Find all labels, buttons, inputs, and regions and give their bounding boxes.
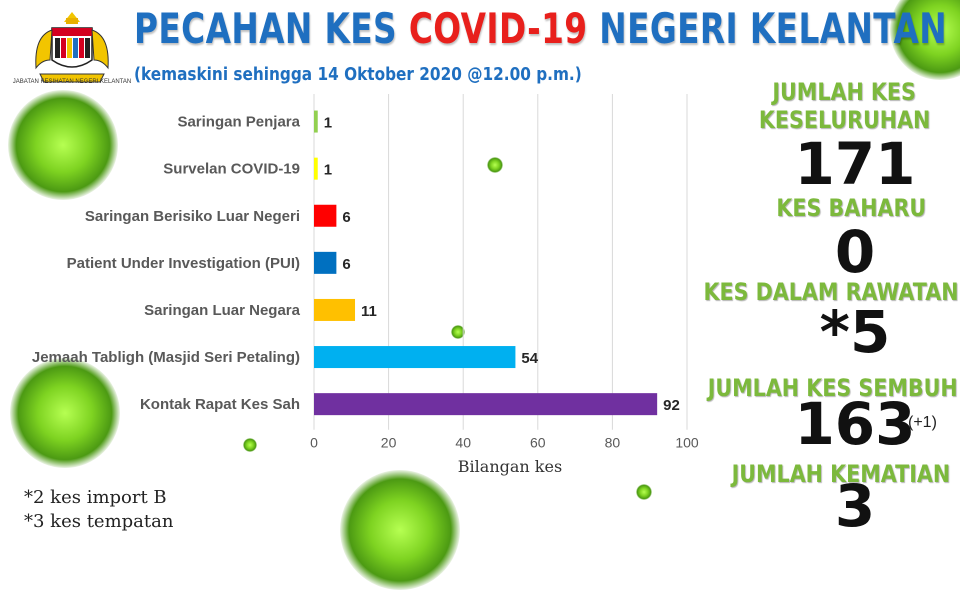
virus-decoration [487, 157, 503, 173]
bar [314, 110, 318, 133]
bars [314, 110, 658, 416]
virus-decoration [451, 325, 465, 339]
coat-of-arms-logo [35, 12, 109, 83]
page-title: PECAHAN KES COVID-19 NEGERI KELANTAN [134, 4, 947, 53]
data-label: 54 [521, 350, 538, 367]
new-cases-label: KES BAHARU [776, 194, 926, 222]
page-subtitle: (kemaskini sehingga 14 Oktober 2020 @12.… [134, 64, 582, 85]
data-label: 11 [361, 303, 377, 320]
bar [314, 393, 658, 416]
virus-decoration [243, 438, 257, 452]
bar [314, 204, 337, 227]
in-treatment-label: KES DALAM RAWATAN [703, 278, 958, 306]
category-label: Patient Under Investigation (PUI) [67, 255, 300, 272]
bar [314, 251, 337, 274]
category-label: Saringan Berisiko Luar Negeri [85, 208, 300, 225]
virus-decoration [8, 90, 118, 200]
title-part: NEGERI KELANTAN [587, 4, 948, 53]
title-highlight: COVID-19 [408, 4, 588, 53]
footnotes: *2 kes import B *3 kes tempatan [24, 486, 173, 534]
in-treatment-value: *5 [819, 298, 891, 366]
x-tick-label: 60 [530, 435, 546, 451]
virus-decoration [10, 358, 120, 468]
footnote: *2 kes import B [24, 487, 167, 508]
data-label: 1 [324, 115, 332, 132]
category-label: Saringan Penjara [177, 114, 300, 131]
category-label: Kontak Rapat Kes Sah [140, 396, 300, 413]
total-cases-label-2: KESELURUHAN [758, 106, 930, 134]
data-label: 6 [342, 209, 350, 226]
bar [314, 157, 318, 180]
category-label: Jemaah Tabligh (Masjid Seri Petaling) [32, 349, 300, 366]
category-label: Saringan Luar Negara [144, 302, 301, 319]
x-tick-label: 0 [310, 435, 318, 451]
deaths-value: 3 [834, 472, 876, 540]
grid-lines [313, 94, 688, 430]
title-part: PECAHAN KES [134, 4, 409, 53]
x-tick-label: 40 [455, 435, 471, 451]
recovered-label: JUMLAH KES SEMBUH [708, 374, 958, 402]
data-label: 92 [663, 397, 680, 414]
new-cases-value: 0 [834, 218, 876, 286]
labels: 0 20 40 60 80 100 Saringan Penjara 1 Survelan CO… [32, 114, 699, 451]
category-label: Survelan COVID-19 [163, 161, 300, 178]
data-label: 1 [324, 162, 332, 179]
x-tick-label: 100 [675, 435, 699, 451]
total-cases-value: 171 [794, 130, 916, 198]
bar [314, 298, 356, 321]
deaths-label: JUMLAH KEMATIAN [731, 460, 950, 488]
bar-chart: 0 20 40 60 80 100 Saringan Penjara 1 Survelan CO… [32, 94, 699, 476]
virus-decoration [636, 484, 652, 500]
bar [314, 346, 516, 369]
footnote: *3 kes tempatan [24, 511, 174, 532]
x-tick-label: 20 [381, 435, 397, 451]
recovered-value: 163 [794, 390, 916, 458]
data-label: 6 [342, 256, 350, 273]
x-tick-label: 80 [605, 435, 621, 451]
x-axis-label: Bilangan kes [458, 457, 562, 476]
total-cases-label: JUMLAH KES [772, 78, 916, 106]
department-name: JABATAN KESIHATAN NEGERI KELANTAN [12, 79, 132, 85]
recovered-delta: (+1) [908, 414, 937, 431]
